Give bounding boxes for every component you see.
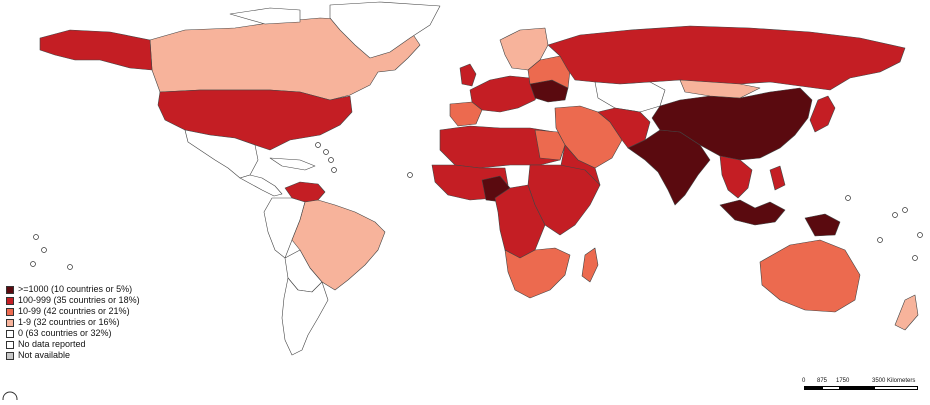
island-marker bbox=[917, 232, 923, 238]
region-canada-arctic[interactable] bbox=[229, 7, 301, 25]
island-marker bbox=[30, 261, 36, 267]
scale-label-0: 0 bbox=[802, 378, 806, 384]
legend-label: No data reported bbox=[18, 339, 86, 349]
scale-label-1750: 1750 bbox=[836, 378, 850, 384]
region-australia[interactable] bbox=[759, 239, 861, 313]
scale-bar-segment bbox=[840, 386, 874, 390]
island-marker bbox=[315, 142, 321, 148]
legend-item: >=1000 (10 countries or 5%) bbox=[6, 284, 140, 295]
legend-label: 100-999 (35 countries or 18%) bbox=[18, 295, 140, 305]
region-southeast-asia[interactable] bbox=[719, 155, 753, 199]
region-uk[interactable] bbox=[459, 63, 477, 87]
island-marker bbox=[41, 247, 47, 253]
legend-item: No data reported bbox=[6, 339, 140, 350]
island-marker bbox=[331, 167, 337, 173]
region-argentina-chile[interactable] bbox=[281, 277, 329, 356]
legend-swatch bbox=[6, 296, 14, 305]
region-kazakhstan[interactable] bbox=[594, 81, 666, 113]
legend-label: 10-99 (42 countries or 21%) bbox=[18, 306, 130, 316]
legend-item: 100-999 (35 countries or 18%) bbox=[6, 295, 140, 306]
island-marker bbox=[33, 234, 39, 240]
region-russia[interactable] bbox=[547, 25, 906, 91]
legend-label: >=1000 (10 countries or 5%) bbox=[18, 284, 133, 294]
legend-label: 1-9 (32 countries or 16%) bbox=[18, 317, 120, 327]
legend-item: 10-99 (42 countries or 21%) bbox=[6, 306, 140, 317]
region-southern-africa[interactable] bbox=[504, 247, 571, 299]
legend-label: 0 (63 countries or 32%) bbox=[18, 328, 112, 338]
scale-label-875: 875 bbox=[817, 378, 828, 384]
region-mongolia[interactable] bbox=[679, 79, 761, 99]
legend-swatch bbox=[6, 329, 14, 338]
region-indonesia[interactable] bbox=[719, 199, 786, 226]
region-egypt[interactable] bbox=[534, 129, 566, 161]
region-new-guinea[interactable] bbox=[804, 213, 841, 237]
region-central-america[interactable] bbox=[239, 174, 283, 197]
island-marker bbox=[912, 255, 918, 261]
legend-swatch bbox=[6, 318, 14, 327]
scale-bar-segment bbox=[804, 386, 822, 390]
region-new-zealand[interactable] bbox=[894, 294, 919, 331]
region-colombia-peru[interactable] bbox=[263, 197, 306, 259]
scale-bar-segment bbox=[822, 386, 840, 390]
region-caribbean[interactable] bbox=[269, 157, 316, 171]
island-marker bbox=[877, 237, 883, 243]
legend-swatch bbox=[6, 307, 14, 316]
island-marker bbox=[407, 172, 413, 178]
scale-bar: 0 875 1750 3500 Kilometers bbox=[800, 372, 922, 398]
scale-bar-segment bbox=[874, 386, 918, 390]
scale-label-3500: 3500 Kilometers bbox=[872, 378, 916, 384]
region-philippines[interactable] bbox=[769, 165, 786, 191]
legend-swatch bbox=[6, 351, 14, 360]
who-emblem-icon bbox=[0, 386, 20, 405]
region-greenland[interactable] bbox=[329, 1, 441, 59]
region-brazil[interactable] bbox=[291, 199, 386, 291]
map-legend: >=1000 (10 countries or 5%) 100-999 (35 c… bbox=[6, 284, 140, 361]
island-marker bbox=[845, 195, 851, 201]
legend-item: 1-9 (32 countries or 16%) bbox=[6, 317, 140, 328]
island-marker bbox=[323, 149, 329, 155]
legend-item: Not available bbox=[6, 350, 140, 361]
island-marker bbox=[67, 264, 73, 270]
legend-swatch bbox=[6, 285, 14, 294]
region-usa[interactable] bbox=[157, 89, 353, 151]
legend-label: Not available bbox=[18, 350, 71, 360]
legend-item: 0 (63 countries or 32%) bbox=[6, 328, 140, 339]
legend-swatch bbox=[6, 340, 14, 349]
region-iberia[interactable] bbox=[449, 101, 483, 127]
island-marker bbox=[892, 212, 898, 218]
region-alaska[interactable] bbox=[39, 29, 153, 71]
region-madagascar[interactable] bbox=[581, 247, 599, 283]
island-marker bbox=[902, 207, 908, 213]
region-japan[interactable] bbox=[809, 95, 836, 133]
island-marker bbox=[328, 157, 334, 163]
